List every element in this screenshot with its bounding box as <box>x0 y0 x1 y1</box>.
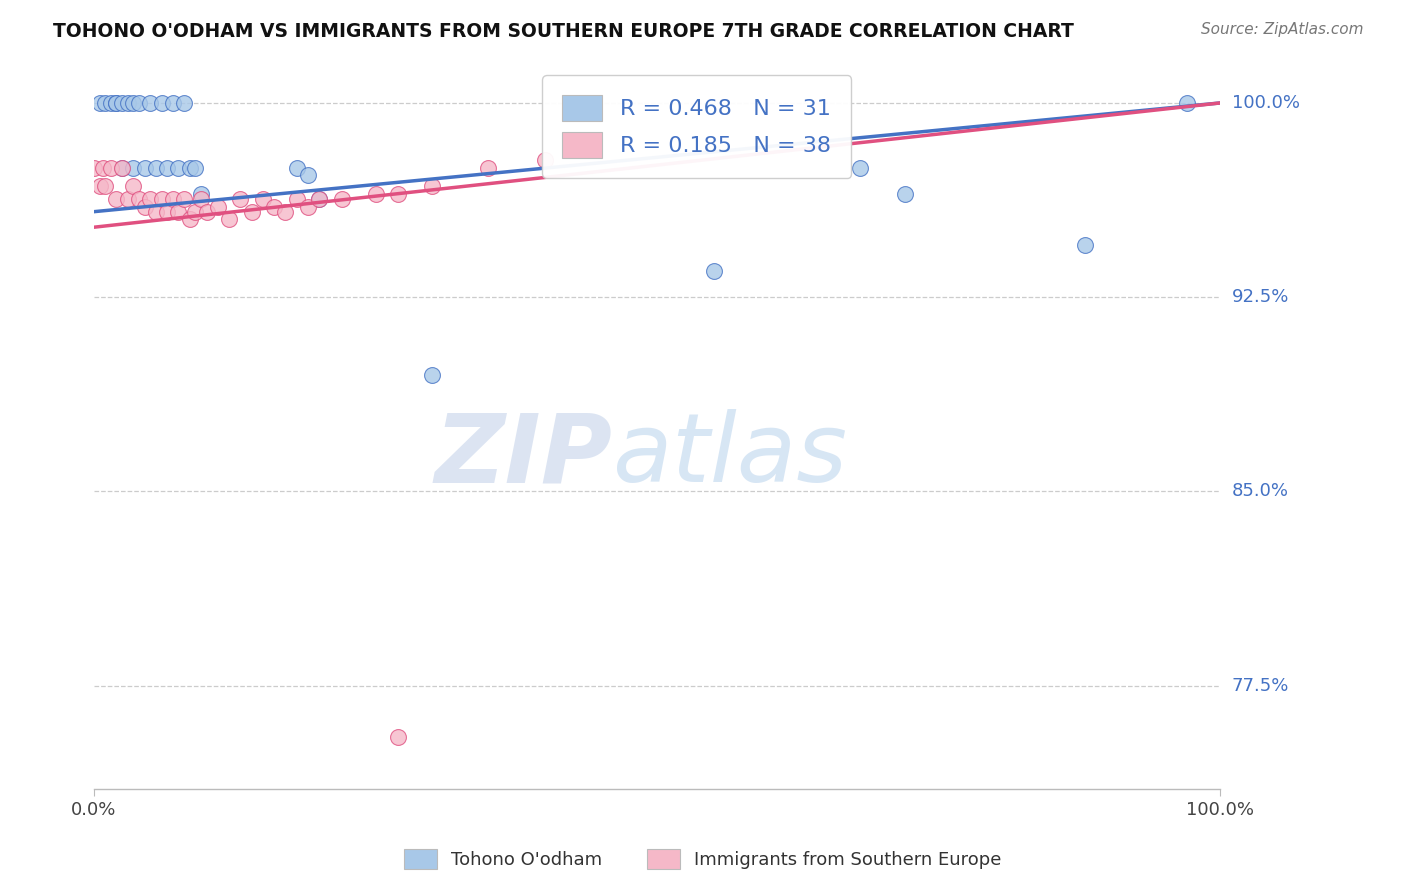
Point <box>173 95 195 110</box>
Legend: R = 0.468   N = 31, R = 0.185   N = 38: R = 0.468 N = 31, R = 0.185 N = 38 <box>543 75 851 178</box>
Point <box>156 161 179 175</box>
Point <box>111 161 134 175</box>
Point <box>128 192 150 206</box>
Point <box>117 95 139 110</box>
Point <box>167 204 190 219</box>
Point <box>330 192 353 206</box>
Point <box>105 192 128 206</box>
Text: 100.0%: 100.0% <box>1232 94 1299 112</box>
Point <box>387 731 409 745</box>
Text: Source: ZipAtlas.com: Source: ZipAtlas.com <box>1201 22 1364 37</box>
Point <box>145 204 167 219</box>
Point <box>274 204 297 219</box>
Point <box>100 161 122 175</box>
Point <box>285 192 308 206</box>
Point <box>94 95 117 110</box>
Point <box>387 186 409 201</box>
Point <box>167 161 190 175</box>
Point <box>105 95 128 110</box>
Text: 77.5%: 77.5% <box>1232 677 1289 695</box>
Text: 92.5%: 92.5% <box>1232 288 1289 306</box>
Point <box>308 192 330 206</box>
Legend: Tohono O'odham, Immigrants from Southern Europe: Tohono O'odham, Immigrants from Southern… <box>395 839 1011 879</box>
Point <box>179 212 201 227</box>
Point <box>420 368 443 382</box>
Text: 85.0%: 85.0% <box>1232 483 1289 500</box>
Point <box>184 161 207 175</box>
Point <box>190 192 212 206</box>
Point <box>111 161 134 175</box>
Point <box>849 161 872 175</box>
Point <box>263 200 285 214</box>
Point <box>702 264 724 278</box>
Point <box>285 161 308 175</box>
Text: ZIP: ZIP <box>434 409 612 502</box>
Point <box>207 200 229 214</box>
Point <box>91 161 114 175</box>
Point <box>1074 238 1097 252</box>
Point <box>117 192 139 206</box>
Point <box>139 192 162 206</box>
Point <box>477 161 499 175</box>
Point <box>94 178 117 193</box>
Point <box>105 95 128 110</box>
Point <box>122 95 145 110</box>
Point <box>89 178 111 193</box>
Text: atlas: atlas <box>612 409 848 502</box>
Point <box>308 192 330 206</box>
Point <box>229 192 252 206</box>
Point <box>1175 95 1198 110</box>
Point <box>195 204 218 219</box>
Point <box>145 161 167 175</box>
Point <box>364 186 387 201</box>
Point <box>894 186 917 201</box>
Point <box>111 95 134 110</box>
Point <box>122 178 145 193</box>
Point <box>533 153 555 167</box>
Point <box>162 192 184 206</box>
Point <box>420 178 443 193</box>
Point <box>297 200 319 214</box>
Point <box>218 212 240 227</box>
Text: TOHONO O'ODHAM VS IMMIGRANTS FROM SOUTHERN EUROPE 7TH GRADE CORRELATION CHART: TOHONO O'ODHAM VS IMMIGRANTS FROM SOUTHE… <box>53 22 1074 41</box>
Point <box>134 161 156 175</box>
Point <box>297 169 319 183</box>
Point <box>139 95 162 110</box>
Point <box>173 192 195 206</box>
Point <box>156 204 179 219</box>
Point <box>128 95 150 110</box>
Point <box>179 161 201 175</box>
Point <box>190 186 212 201</box>
Point <box>150 95 173 110</box>
Point <box>150 192 173 206</box>
Point <box>162 95 184 110</box>
Point <box>184 204 207 219</box>
Point <box>83 161 105 175</box>
Point <box>134 200 156 214</box>
Point <box>89 95 111 110</box>
Point <box>252 192 274 206</box>
Point <box>240 204 263 219</box>
Point <box>122 161 145 175</box>
Point <box>100 95 122 110</box>
